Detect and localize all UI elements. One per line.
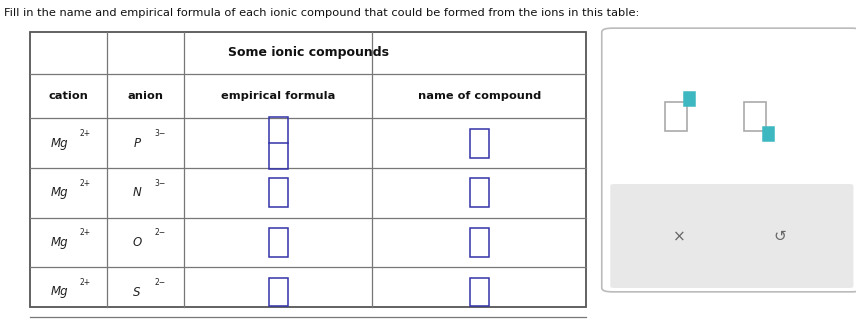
Text: Mg: Mg [51,236,68,249]
Text: 2+: 2+ [80,228,91,237]
Text: N: N [133,186,141,199]
Bar [470,278,489,307]
Bar [30,32,586,307]
Text: 3−: 3− [154,129,165,138]
Text: Some ionic compounds: Some ionic compounds [228,46,389,59]
Text: Fill in the name and empirical formula of each ionic compound that could be form: Fill in the name and empirical formula o… [4,8,639,18]
Text: empirical formula: empirical formula [221,91,336,101]
Text: ×: × [673,229,686,244]
Text: cation: cation [49,91,88,101]
Bar [684,92,695,106]
Text: 3−: 3− [154,179,165,188]
Text: P: P [134,137,140,150]
FancyBboxPatch shape [610,184,853,288]
Bar [470,228,489,257]
Bar [470,129,489,158]
Bar [269,228,288,257]
Text: O: O [133,236,141,249]
Bar [763,127,774,141]
Text: name of compound: name of compound [418,91,541,101]
Text: 2−: 2− [154,278,165,287]
FancyBboxPatch shape [602,28,856,292]
Text: S: S [134,285,140,299]
Bar [269,179,288,207]
Bar [470,179,489,207]
Bar [269,117,288,169]
Bar [744,102,766,131]
Text: Mg: Mg [51,186,68,199]
Text: Mg: Mg [51,285,68,299]
Text: anion: anion [128,91,163,101]
Text: 2+: 2+ [80,278,91,287]
Bar [665,102,687,131]
Text: 2−: 2− [154,228,165,237]
Text: Mg: Mg [51,137,68,150]
Text: 2+: 2+ [80,179,91,188]
Bar [269,278,288,307]
Text: ↺: ↺ [774,229,786,244]
Text: 2+: 2+ [80,129,91,138]
